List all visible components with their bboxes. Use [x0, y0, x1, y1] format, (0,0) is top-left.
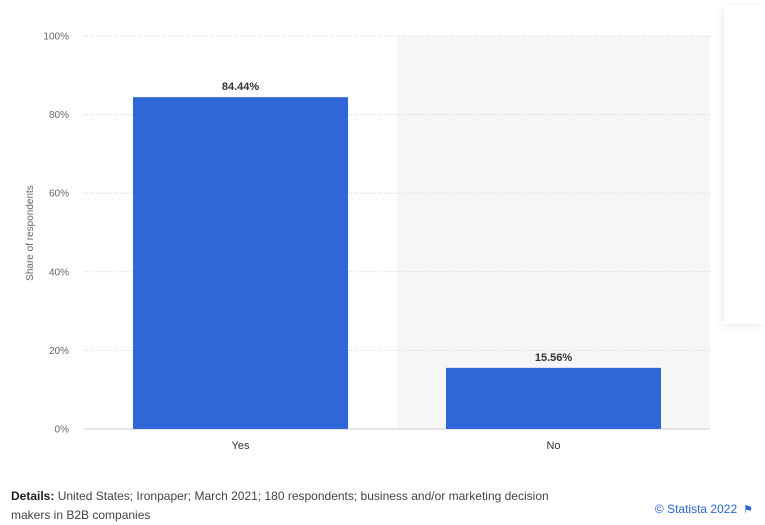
gridlines — [84, 35, 710, 351]
details-text: United States; Ironpaper; March 2021; 18… — [11, 489, 549, 522]
y-axis-title: Share of respondents — [25, 185, 36, 281]
y-tick-label: 80% — [49, 110, 69, 121]
bars — [133, 97, 661, 429]
details-note: Details: United States; Ironpaper; March… — [11, 487, 551, 525]
highlight-band — [397, 36, 710, 429]
data-label: 15.56% — [535, 352, 573, 364]
category-labels: Yes No — [232, 440, 561, 452]
y-tick-label: 40% — [49, 267, 69, 278]
y-tick-label: 100% — [43, 32, 69, 43]
data-label: 84.44% — [222, 81, 260, 93]
category-label: No — [546, 440, 560, 452]
data-labels: 84.44% 15.56% — [222, 81, 573, 364]
bar-no[interactable] — [446, 367, 661, 429]
bar-yes[interactable] — [133, 97, 348, 429]
flag-icon[interactable]: ⚑ — [743, 504, 753, 516]
side-panel — [724, 6, 765, 324]
y-tick-label: 20% — [49, 346, 69, 357]
details-label: Details: — [11, 489, 55, 503]
y-tick-label: 0% — [55, 425, 70, 436]
bar-chart: 0% 20% 40% 60% 80% 100% 84.44% 15.56% Yes No Sh… — [25, 32, 710, 452]
y-tick-labels: 0% 20% 40% 60% 80% 100% — [43, 32, 69, 436]
y-tick-label: 60% — [49, 189, 69, 200]
source-credit[interactable]: © Statista 2022 ⚑ — [655, 502, 753, 516]
source-text[interactable]: © Statista 2022 — [654, 502, 738, 516]
category-label: Yes — [232, 440, 250, 452]
